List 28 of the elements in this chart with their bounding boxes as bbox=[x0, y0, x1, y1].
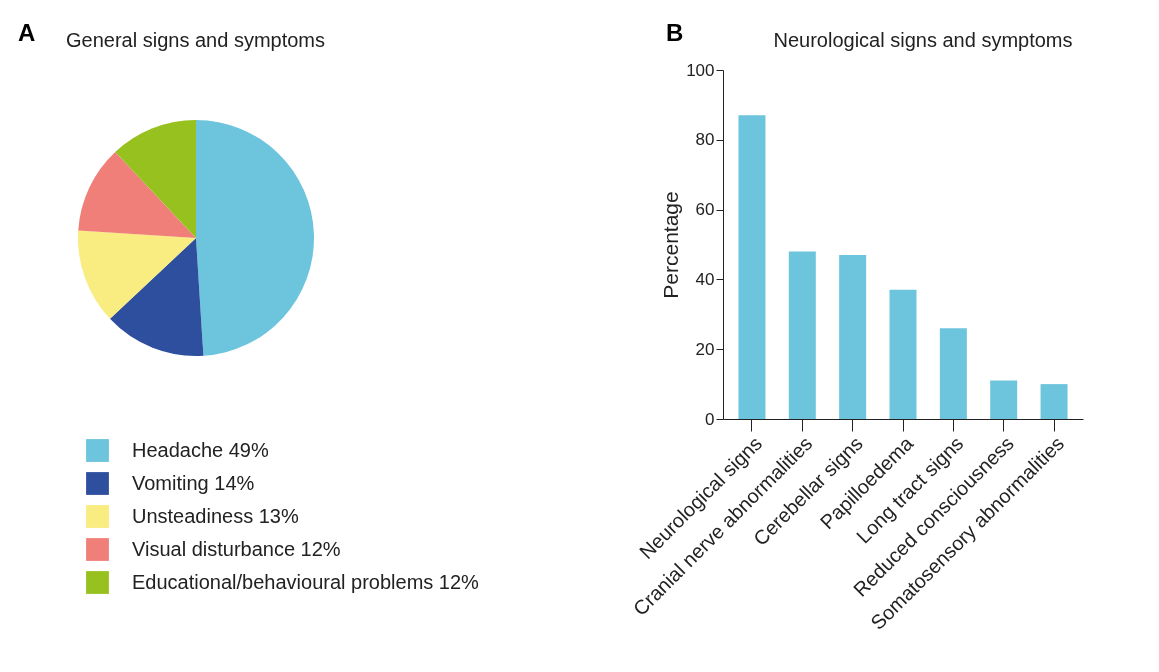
pie-slice bbox=[78, 230, 196, 319]
pie-slice bbox=[196, 120, 314, 356]
bar bbox=[990, 380, 1018, 419]
text: A bbox=[18, 19, 36, 46]
legend-label: Headache 49% bbox=[132, 438, 269, 461]
chart-title: Neurological signs and symptoms bbox=[773, 29, 1073, 51]
y-tick-label: 40 bbox=[695, 269, 715, 289]
legend-label: Educational/behavioural problems 12% bbox=[132, 570, 480, 593]
y-tick-label: 100 bbox=[686, 60, 715, 80]
bar bbox=[1040, 384, 1068, 419]
pie-slice bbox=[78, 151, 196, 238]
bar bbox=[788, 251, 816, 419]
y-tick-label: 60 bbox=[695, 200, 715, 220]
chart-title: General signs and symptoms bbox=[66, 29, 326, 51]
bar bbox=[839, 254, 867, 419]
bar bbox=[889, 289, 917, 419]
text: B bbox=[666, 19, 684, 46]
legend-label: Visual disturbance 12% bbox=[132, 537, 341, 560]
y-tick-label: 0 bbox=[705, 409, 715, 429]
pie-slice bbox=[115, 120, 196, 238]
legend-label: Unsteadiness 13% bbox=[132, 504, 299, 527]
legend-label: Vomiting 14% bbox=[132, 471, 255, 494]
bar bbox=[738, 115, 766, 419]
y-tick-label: 20 bbox=[695, 339, 715, 359]
y-axis-title: Percentage bbox=[659, 191, 683, 299]
pie-slice bbox=[109, 238, 204, 356]
bar bbox=[939, 328, 967, 419]
y-tick-label: 80 bbox=[695, 130, 715, 150]
